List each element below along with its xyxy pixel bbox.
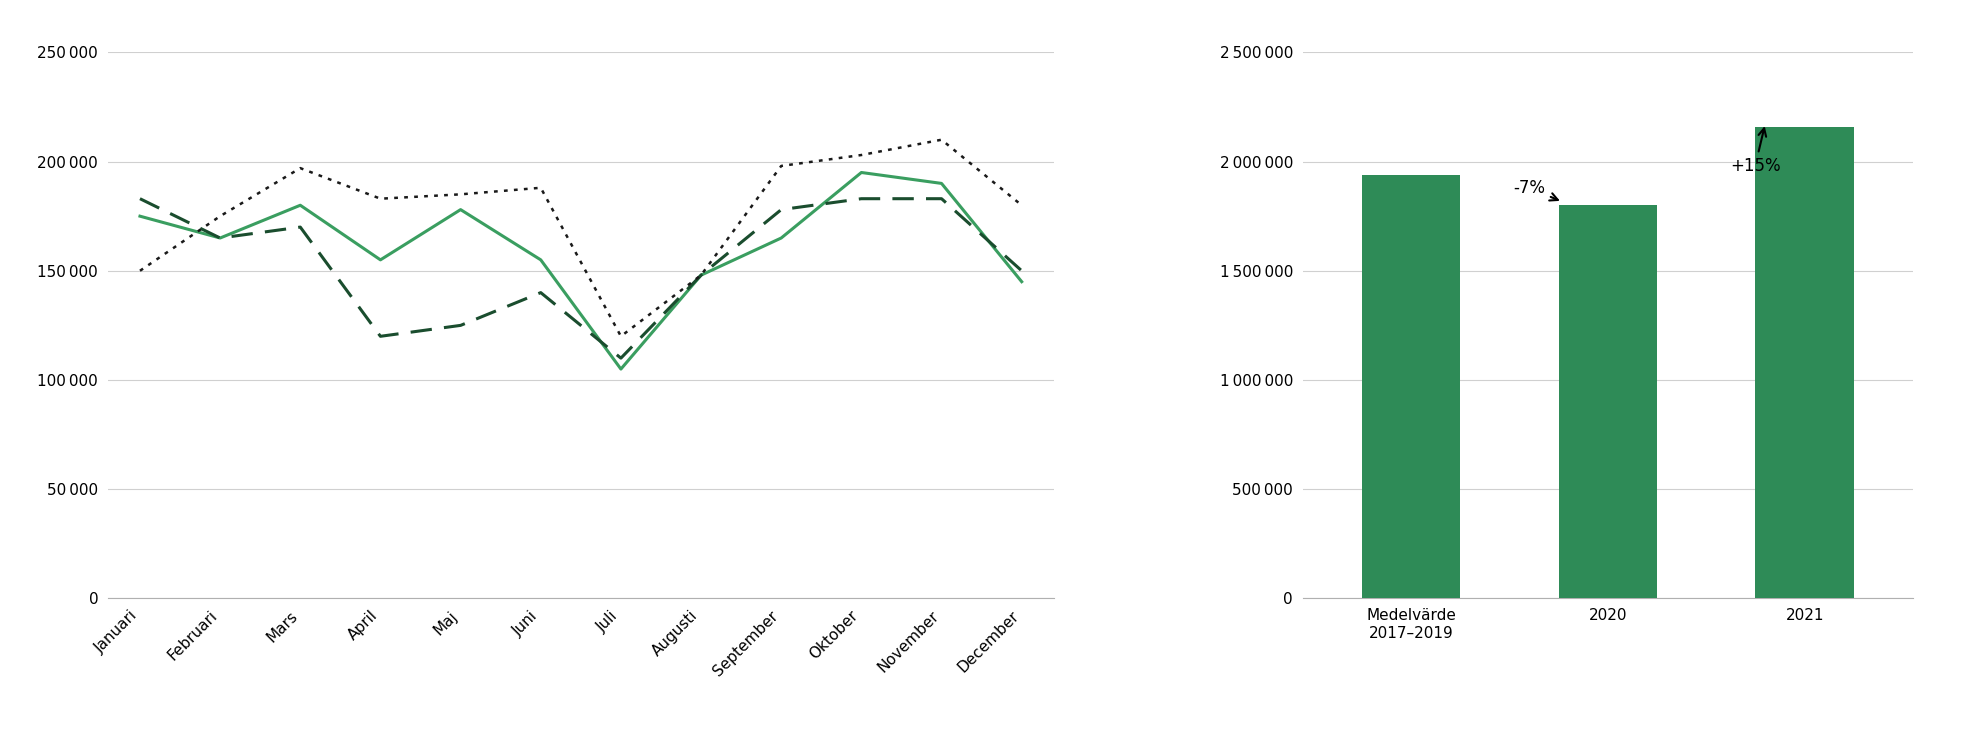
Text: -7%: -7% — [1513, 179, 1558, 200]
Bar — [1756, 126, 1854, 598]
Bar — [1362, 175, 1460, 598]
Bar — [1558, 205, 1658, 598]
Text: +15%: +15% — [1730, 129, 1780, 175]
